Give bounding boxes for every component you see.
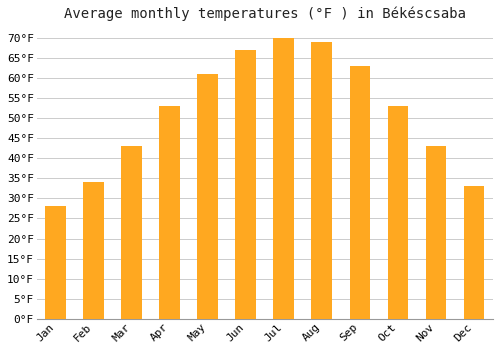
Bar [122, 146, 142, 319]
Bar [84, 182, 104, 319]
Bar [236, 50, 256, 319]
Bar [464, 186, 484, 319]
Bar [46, 206, 66, 319]
Bar [274, 37, 294, 319]
Bar [312, 42, 332, 319]
Bar [426, 146, 446, 319]
Bar [198, 74, 218, 319]
Title: Average monthly temperatures (°F ) in Békéscsaba: Average monthly temperatures (°F ) in Bé… [64, 7, 466, 21]
Bar [388, 106, 408, 319]
Bar [350, 66, 370, 319]
Bar [160, 106, 180, 319]
